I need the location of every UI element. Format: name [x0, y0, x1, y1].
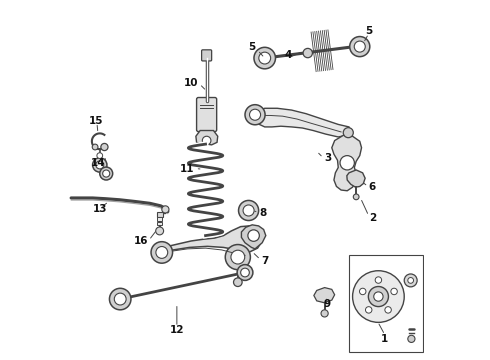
Circle shape: [259, 52, 270, 64]
Circle shape: [254, 47, 275, 69]
FancyBboxPatch shape: [196, 98, 217, 132]
Text: 4: 4: [284, 50, 292, 60]
Circle shape: [156, 247, 168, 258]
Circle shape: [360, 288, 366, 295]
Circle shape: [404, 274, 417, 287]
Circle shape: [303, 48, 313, 58]
Circle shape: [353, 271, 404, 322]
Polygon shape: [314, 288, 335, 303]
Circle shape: [366, 307, 372, 313]
Polygon shape: [254, 108, 351, 137]
Circle shape: [162, 206, 169, 213]
Circle shape: [321, 310, 328, 317]
Circle shape: [92, 144, 98, 150]
Circle shape: [340, 156, 354, 170]
Text: 1: 1: [381, 333, 389, 343]
Text: 12: 12: [170, 325, 184, 335]
Polygon shape: [196, 131, 218, 145]
Circle shape: [103, 170, 110, 177]
Text: 7: 7: [261, 256, 269, 266]
Circle shape: [374, 292, 383, 301]
Circle shape: [343, 128, 353, 138]
Circle shape: [243, 205, 254, 216]
Circle shape: [96, 161, 104, 169]
Circle shape: [385, 307, 392, 313]
Circle shape: [368, 287, 389, 307]
Text: 11: 11: [180, 164, 195, 174]
Circle shape: [93, 158, 107, 172]
FancyBboxPatch shape: [201, 50, 212, 61]
Polygon shape: [332, 135, 362, 191]
Polygon shape: [347, 170, 365, 187]
Text: 3: 3: [324, 153, 331, 163]
Circle shape: [114, 293, 126, 305]
Circle shape: [248, 230, 259, 241]
Circle shape: [97, 153, 102, 158]
Circle shape: [234, 278, 242, 287]
Circle shape: [354, 41, 365, 52]
Circle shape: [151, 242, 172, 263]
Circle shape: [237, 265, 253, 280]
Circle shape: [249, 109, 261, 120]
Text: 14: 14: [91, 158, 105, 168]
Text: 15: 15: [89, 116, 103, 126]
Circle shape: [391, 288, 397, 295]
Circle shape: [241, 268, 249, 277]
Circle shape: [101, 143, 108, 150]
Text: 5: 5: [365, 26, 372, 36]
Circle shape: [231, 250, 245, 264]
Text: 2: 2: [368, 213, 376, 222]
Circle shape: [156, 227, 164, 235]
Bar: [157, 212, 163, 217]
Circle shape: [100, 167, 113, 180]
Circle shape: [225, 244, 250, 270]
Bar: [349, 255, 422, 352]
Text: 6: 6: [368, 182, 376, 192]
Text: 10: 10: [184, 78, 198, 88]
Circle shape: [408, 335, 415, 342]
Polygon shape: [161, 226, 262, 255]
Circle shape: [239, 201, 259, 221]
Text: 16: 16: [134, 236, 148, 246]
Circle shape: [375, 277, 382, 283]
Circle shape: [353, 194, 359, 200]
Circle shape: [408, 278, 414, 283]
Circle shape: [109, 288, 131, 310]
Circle shape: [350, 37, 370, 57]
Text: 8: 8: [259, 208, 267, 218]
Bar: [157, 217, 162, 221]
Text: 9: 9: [324, 299, 331, 309]
Circle shape: [245, 105, 265, 125]
Text: 13: 13: [93, 204, 107, 214]
Polygon shape: [242, 225, 266, 249]
Bar: [157, 222, 162, 225]
Text: 5: 5: [248, 42, 256, 52]
Circle shape: [202, 136, 211, 145]
